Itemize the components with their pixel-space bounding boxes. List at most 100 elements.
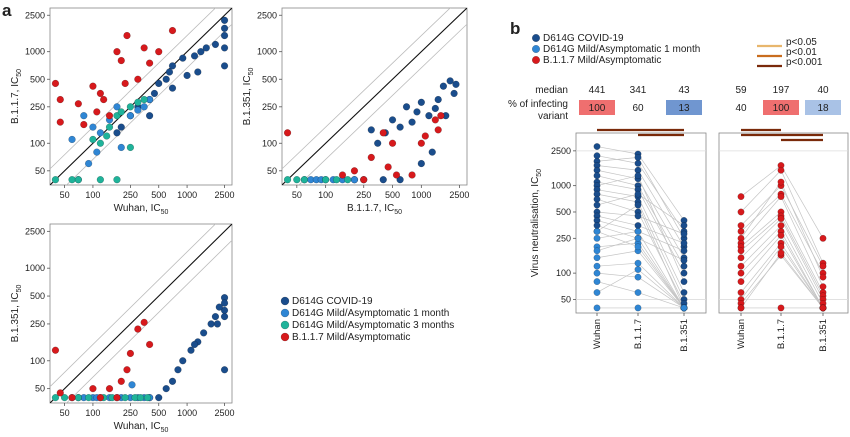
data-point-b117 bbox=[819, 234, 827, 242]
data-point-b117 bbox=[737, 289, 745, 296]
data-point-mild3 bbox=[344, 176, 352, 184]
y-axis-label: B.1.1.7, IC50 bbox=[10, 69, 23, 124]
data-point-mild1 bbox=[593, 227, 601, 235]
data-point-covid bbox=[220, 16, 229, 24]
legend-b-marker bbox=[531, 55, 541, 65]
legend-a-label: B.1.1.7 Mild/Asymptomatic bbox=[292, 332, 410, 343]
pct-value: 13 bbox=[678, 103, 690, 114]
y-tick-label: 100 bbox=[30, 138, 45, 148]
data-point-covid bbox=[680, 222, 688, 229]
data-point-b117 bbox=[117, 377, 125, 385]
data-point-mild1 bbox=[680, 304, 688, 312]
data-point-covid bbox=[593, 143, 601, 150]
data-point-covid bbox=[220, 312, 229, 321]
x-axis-label-main: B.1.1.7, IC bbox=[347, 203, 394, 214]
y-axis-label-sub: 50 bbox=[16, 284, 23, 292]
data-point-b117 bbox=[113, 48, 121, 56]
legend-a-label: D614G Mild/Asymptomatic 1 month bbox=[292, 308, 449, 319]
data-point-mild3 bbox=[113, 176, 121, 184]
x-axis-label-sub: 50 bbox=[161, 427, 169, 434]
y-tick-label: 100 bbox=[30, 356, 45, 366]
data-point-covid bbox=[211, 312, 220, 321]
median-table: median % of infecting variant 441 100 341 6… bbox=[508, 85, 841, 122]
data-point-covid bbox=[190, 52, 199, 60]
data-point-mild1 bbox=[93, 148, 101, 156]
data-point-covid bbox=[593, 172, 601, 180]
data-point-covid bbox=[168, 377, 177, 385]
legend-a-marker bbox=[280, 320, 290, 330]
data-point-covid bbox=[220, 366, 229, 374]
data-point-covid bbox=[413, 108, 421, 116]
data-point-b117 bbox=[737, 254, 745, 262]
data-point-covid bbox=[388, 116, 397, 124]
data-point-mild1 bbox=[634, 227, 642, 235]
data-point-covid bbox=[220, 299, 229, 307]
x-tick-label: 1000 bbox=[411, 190, 431, 200]
data-point-covid bbox=[179, 54, 187, 62]
pvalue-label: p<0.001 bbox=[786, 57, 823, 68]
data-point-mild1 bbox=[350, 176, 359, 184]
data-point-mild1 bbox=[593, 278, 601, 286]
pvalue-legend: p<0.05p<0.01p<0.001 bbox=[757, 37, 823, 68]
data-point-mild3 bbox=[96, 176, 105, 184]
data-point-b117 bbox=[74, 100, 82, 108]
data-point-b117 bbox=[384, 163, 392, 171]
offset-line bbox=[50, 8, 216, 170]
data-point-mild3 bbox=[321, 176, 330, 184]
data-point-covid bbox=[211, 40, 220, 49]
data-point-mild3 bbox=[103, 132, 111, 140]
data-point-b117 bbox=[140, 44, 148, 52]
data-point-covid bbox=[207, 320, 215, 328]
y-tick-label: 250 bbox=[262, 102, 277, 112]
y-tick-label: 500 bbox=[30, 74, 45, 84]
data-point-mild3 bbox=[136, 393, 145, 402]
data-point-b117 bbox=[408, 171, 416, 179]
pct-value: 40 bbox=[735, 103, 747, 114]
data-point-b117 bbox=[68, 393, 76, 402]
legend-a-marker bbox=[280, 308, 290, 318]
data-point-b117 bbox=[777, 215, 785, 223]
data-point-b117 bbox=[819, 273, 827, 281]
identity-line bbox=[50, 224, 232, 403]
data-point-covid bbox=[215, 303, 223, 311]
pct-value: 100 bbox=[773, 103, 790, 114]
x-tick-label: 100 bbox=[85, 190, 100, 200]
data-point-b117 bbox=[51, 79, 60, 88]
legend-a-marker bbox=[280, 296, 290, 306]
data-point-covid bbox=[593, 222, 601, 229]
data-point-covid bbox=[155, 393, 163, 402]
panel-a-label: a bbox=[2, 1, 12, 20]
plot-frame bbox=[281, 7, 468, 186]
x-tick-label: 1000 bbox=[177, 190, 197, 200]
data-point-covid bbox=[680, 256, 688, 264]
y-tick-label: 1000 bbox=[25, 47, 45, 57]
data-point-b117 bbox=[417, 139, 425, 147]
data-point-covid bbox=[446, 77, 454, 85]
plot-frame bbox=[575, 132, 707, 314]
data-point-covid bbox=[680, 239, 688, 247]
data-point-mild3 bbox=[60, 393, 69, 402]
data-point-mild3 bbox=[74, 393, 82, 402]
y-axis-label-sub: 50 bbox=[16, 69, 23, 77]
x-category-label: B.1.1.7 bbox=[633, 319, 644, 349]
data-point-covid bbox=[408, 118, 416, 126]
data-point-covid bbox=[680, 230, 688, 238]
scatter-wuhan-vs-b117: 50 100 250 500 1000 2500 50 100 250 500 1000 2500 Wu… bbox=[10, 7, 235, 216]
x-category-label: Wuhan bbox=[736, 319, 747, 349]
data-point-covid bbox=[168, 84, 177, 92]
data-point-b117 bbox=[96, 89, 105, 98]
data-point-covid bbox=[113, 129, 121, 137]
x-tick-label: 2500 bbox=[449, 190, 469, 200]
y-tick-label: 50 bbox=[35, 384, 45, 394]
data-point-b117 bbox=[140, 318, 148, 327]
data-point-mild1 bbox=[593, 254, 601, 262]
y-tick-label: 2500 bbox=[257, 10, 277, 20]
offset-line bbox=[298, 23, 467, 185]
data-point-covid bbox=[194, 68, 202, 76]
data-point-mild3 bbox=[293, 176, 301, 184]
data-point-b117 bbox=[338, 171, 347, 179]
median-value: 40 bbox=[817, 85, 829, 96]
identity-line bbox=[282, 8, 467, 185]
pct-box bbox=[666, 100, 702, 115]
x-axis-label-sub: 50 bbox=[161, 209, 169, 216]
